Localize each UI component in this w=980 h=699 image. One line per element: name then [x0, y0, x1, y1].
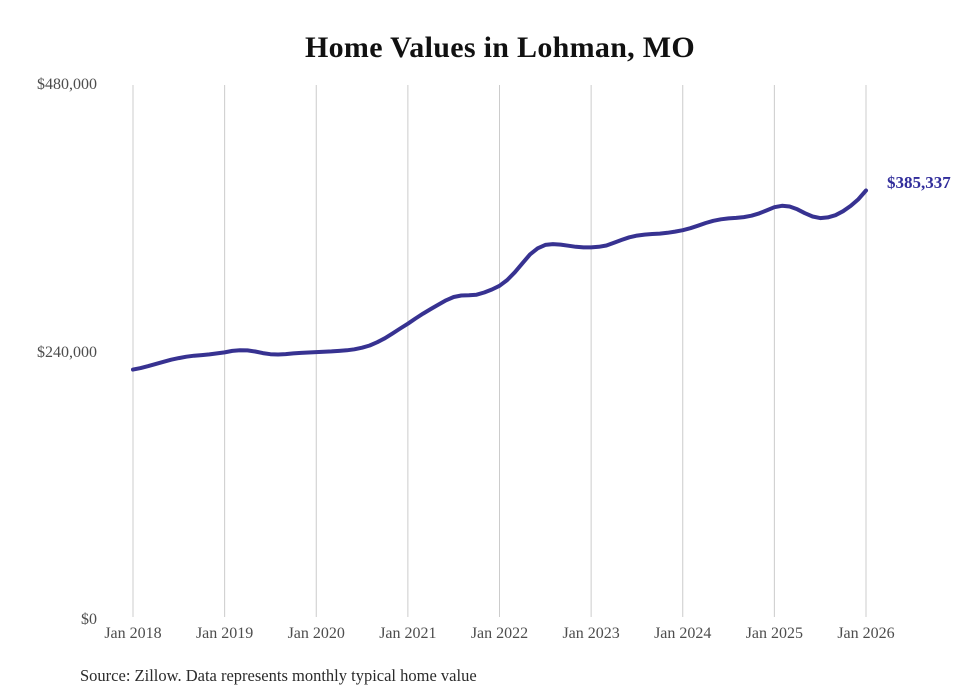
- source-note: Source: Zillow. Data represents monthly …: [80, 666, 477, 685]
- y-tick-label: $0: [81, 611, 97, 628]
- x-tick-label: Jan 2020: [287, 625, 345, 642]
- x-tick-label: Jan 2024: [654, 625, 712, 642]
- chart-title: Home Values in Lohman, MO: [304, 31, 696, 64]
- y-tick-label: $480,000: [37, 76, 97, 93]
- x-tick-label: Jan 2018: [104, 625, 162, 642]
- x-tick-label: Jan 2021: [379, 625, 437, 642]
- y-tick-label: $240,000: [37, 343, 97, 361]
- x-tick-label: Jan 2023: [562, 625, 620, 642]
- x-tick-label: Jan 2019: [195, 625, 254, 642]
- x-tick-label: Jan 2025: [745, 625, 804, 642]
- home-value-line-series: [131, 188, 868, 372]
- x-tick-label: Jan 2022: [470, 625, 529, 642]
- current-value-label: $385,337: [887, 173, 951, 192]
- x-tick-label: Jan 2026: [837, 625, 895, 642]
